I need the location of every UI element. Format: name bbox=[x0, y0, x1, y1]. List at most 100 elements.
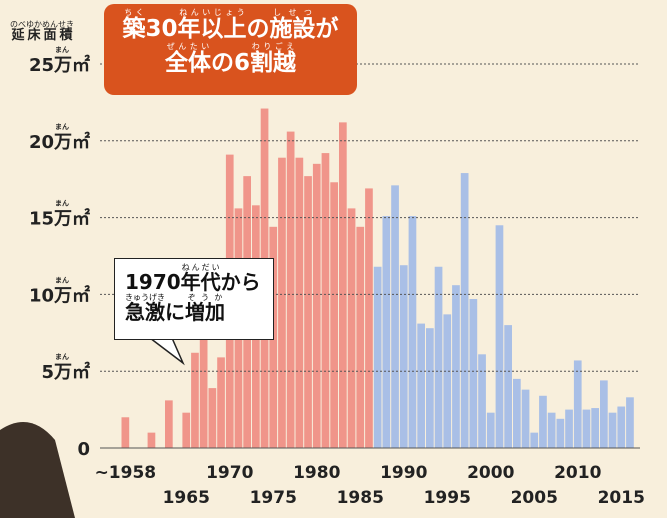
bar bbox=[200, 337, 208, 448]
text: 以上 bbox=[201, 16, 247, 42]
y-tick-ruby: まん bbox=[55, 45, 69, 54]
bar bbox=[383, 216, 391, 448]
x-tick-label: 1970 bbox=[206, 463, 253, 483]
bar bbox=[617, 407, 625, 448]
text: 年 bbox=[178, 16, 201, 42]
y-axis-label: 延床面積のべゆかめんせき bbox=[10, 20, 74, 43]
bar bbox=[539, 396, 547, 448]
furigana: ちく bbox=[122, 8, 145, 17]
y-tick-ruby: まん bbox=[55, 275, 69, 284]
bar bbox=[304, 176, 312, 448]
bar bbox=[496, 225, 504, 448]
text: 築 bbox=[122, 16, 145, 42]
x-tick-label: 1985 bbox=[337, 488, 384, 508]
annotation: 1970年代ねんだいから急激きゅうげきに増加ぞうか bbox=[114, 258, 274, 340]
bar bbox=[426, 328, 434, 448]
text: 増加 bbox=[185, 300, 225, 324]
bar bbox=[504, 325, 512, 448]
text: 割越 bbox=[250, 50, 296, 76]
text-line: 急激きゅうげきに増加ぞうか bbox=[125, 293, 263, 323]
furigana: ぜんたい bbox=[165, 42, 211, 51]
y-tick-label: 10万㎡ bbox=[29, 284, 90, 306]
bar bbox=[348, 208, 356, 448]
bar bbox=[574, 360, 582, 448]
bar bbox=[356, 227, 364, 448]
furigana: いじょう bbox=[201, 8, 247, 17]
x-tick-label: 2015 bbox=[598, 488, 645, 508]
y-tick-ruby: まん bbox=[55, 199, 69, 208]
bar bbox=[209, 388, 217, 448]
bar bbox=[365, 188, 373, 448]
ruby-group: 以上いじょう bbox=[201, 16, 247, 42]
furigana: ねんだい bbox=[181, 263, 221, 272]
furigana: ぞうか bbox=[185, 293, 225, 302]
bar bbox=[548, 413, 556, 448]
furigana: しせつ bbox=[270, 8, 316, 17]
bar bbox=[287, 132, 295, 448]
bar bbox=[583, 410, 591, 448]
bar bbox=[278, 158, 286, 448]
bar bbox=[391, 185, 399, 448]
bar bbox=[417, 324, 425, 448]
x-tick-label: 2005 bbox=[511, 488, 558, 508]
ruby-group: 施設しせつ bbox=[270, 16, 316, 42]
x-tick-label: 1990 bbox=[380, 463, 427, 483]
text: 施設 bbox=[270, 16, 316, 42]
bar bbox=[557, 419, 565, 448]
bar bbox=[513, 379, 521, 448]
y-tick-label: 15万㎡ bbox=[29, 208, 90, 230]
text: 全体 bbox=[165, 50, 211, 76]
bar bbox=[487, 413, 495, 448]
furigana: ねん bbox=[178, 8, 201, 17]
bar bbox=[461, 173, 469, 448]
text: 30 bbox=[145, 16, 177, 42]
ruby-group: 急激きゅうげき bbox=[125, 300, 165, 324]
bar bbox=[165, 400, 173, 448]
x-tick-label: 2010 bbox=[554, 463, 601, 483]
ruby-group: 年ねん bbox=[178, 16, 201, 42]
y-tick-ruby: まん bbox=[55, 352, 69, 361]
bar bbox=[530, 433, 538, 448]
bar bbox=[400, 265, 408, 448]
bar bbox=[470, 299, 478, 448]
ruby-group: 年代ねんだい bbox=[181, 270, 221, 294]
text: の bbox=[247, 16, 270, 42]
bar bbox=[339, 122, 347, 448]
text-line: 全体ぜんたいの6割越わりごえ bbox=[104, 42, 357, 76]
bar bbox=[591, 408, 599, 448]
bar bbox=[609, 413, 617, 448]
ruby-group: 全体ぜんたい bbox=[165, 50, 211, 76]
y-tick-label: 5万㎡ bbox=[41, 361, 90, 383]
x-tick-label: ~1958 bbox=[95, 463, 157, 483]
furigana: きゅうげき bbox=[125, 293, 165, 302]
text-line: 1970年代ねんだいから bbox=[125, 263, 263, 293]
bar bbox=[182, 413, 190, 448]
y-tick-label: 0 bbox=[77, 439, 90, 460]
bar bbox=[443, 314, 451, 448]
bar bbox=[409, 216, 417, 448]
text: 1970 bbox=[125, 270, 181, 294]
y-tick-label: 25万㎡ bbox=[29, 54, 90, 76]
bar bbox=[522, 390, 530, 448]
text: 急激 bbox=[125, 300, 165, 324]
character-decoration bbox=[0, 422, 75, 518]
bar bbox=[626, 397, 634, 448]
x-tick-label: 1975 bbox=[250, 488, 297, 508]
bar bbox=[565, 410, 573, 448]
callout-tail bbox=[150, 338, 183, 363]
page: 05万㎡まん10万㎡まん15万㎡まん20万㎡まん25万㎡まん~195819651… bbox=[0, 0, 667, 518]
x-tick-label: 1995 bbox=[424, 488, 471, 508]
bar bbox=[452, 285, 460, 448]
x-tick-label: 2000 bbox=[467, 463, 514, 483]
bar bbox=[478, 354, 486, 448]
text: から bbox=[221, 270, 261, 294]
text: の6 bbox=[211, 50, 250, 76]
x-tick-label: 1980 bbox=[293, 463, 340, 483]
ruby-group: 割越わりごえ bbox=[250, 50, 296, 76]
text: 年代 bbox=[181, 270, 221, 294]
y-tick-label: 20万㎡ bbox=[29, 131, 90, 153]
ruby-group: 増加ぞうか bbox=[185, 300, 225, 324]
bar bbox=[330, 182, 338, 448]
bar bbox=[191, 353, 199, 448]
text: に bbox=[165, 300, 185, 324]
